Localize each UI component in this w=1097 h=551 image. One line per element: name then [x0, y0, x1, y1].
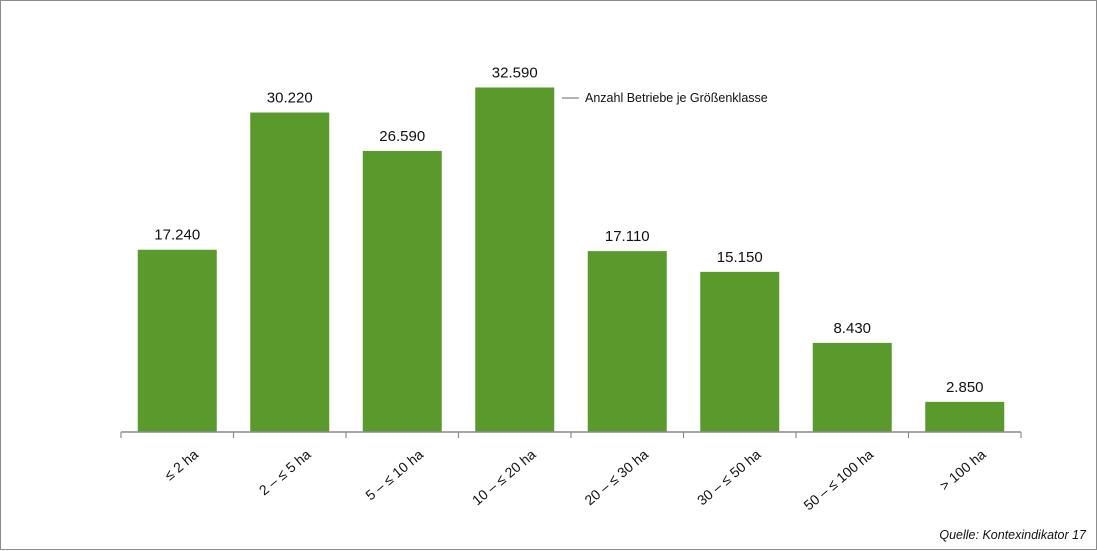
bar: [137, 249, 217, 432]
x-tick-label: 5 – ≤ 10 ha: [362, 446, 426, 503]
legend-label: Anzahl Betriebe je Größenklasse: [585, 91, 768, 105]
bar: [250, 112, 330, 432]
bar: [362, 150, 442, 433]
x-tick-labels-group: ≤ 2 ha 2 – ≤ 5 ha 5 – ≤ 10 ha 10 – ≤ 20 ha 2…: [161, 446, 989, 513]
x-tick-label: > 100 ha: [936, 446, 988, 494]
bar-value-label: 26.590: [379, 128, 425, 145]
bar-value-label: 15.150: [717, 249, 763, 266]
bar: [812, 342, 892, 432]
legend: Anzahl Betriebe je Größenklasse: [562, 91, 768, 105]
bar-value-label: 17.110: [605, 228, 650, 245]
bar: [700, 271, 780, 432]
bar: [587, 251, 667, 432]
bar-value-label: 8.430: [833, 320, 871, 337]
bar-value-label: 30.220: [267, 90, 313, 107]
bars-group: [137, 87, 1005, 433]
bar-value-label: 2.850: [946, 379, 984, 396]
bar: [475, 87, 555, 432]
source-note: Quelle: Kontexindikator 17: [939, 528, 1087, 542]
x-tick-label: 50 – ≤ 100 ha: [800, 446, 876, 513]
value-labels-group: 17.240 30.220 26.590 32.590 17.110 15.150 8.43…: [154, 64, 983, 395]
x-axis: [120, 431, 1022, 438]
x-tick-label: 30 – ≤ 50 ha: [694, 446, 764, 508]
bar-value-label: 17.240: [154, 227, 200, 244]
bar: [925, 401, 1005, 432]
x-tick-label: 20 – ≤ 30 ha: [581, 446, 651, 508]
x-tick-label: 10 – ≤ 20 ha: [469, 446, 539, 508]
x-tick-label: ≤ 2 ha: [161, 446, 201, 483]
x-tick-label: 2 – ≤ 5 ha: [256, 446, 314, 498]
bar-value-label: 32.590: [492, 64, 538, 81]
